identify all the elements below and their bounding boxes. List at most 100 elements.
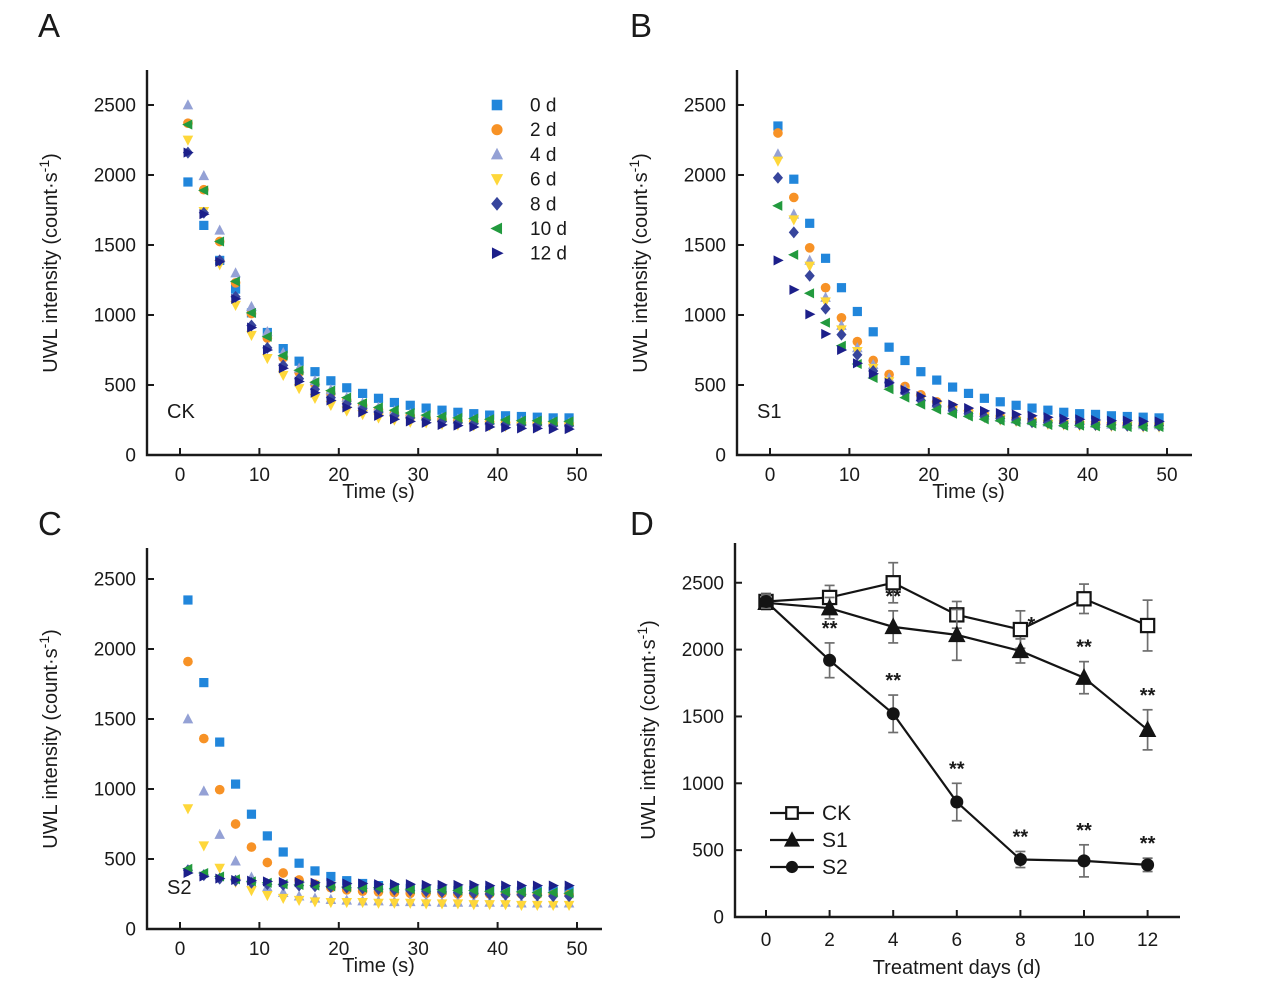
- y-tick-label: 1500: [94, 710, 136, 731]
- x-tick-label: 20: [918, 465, 939, 486]
- y-tick-label: 500: [694, 376, 726, 397]
- x-tick-label: 10: [1073, 930, 1094, 951]
- y-tick-label: 0: [713, 908, 724, 929]
- x-tick-label: 50: [1156, 465, 1177, 486]
- series-0d: [183, 177, 574, 423]
- panel-letter-b: B: [630, 7, 653, 44]
- y-tick-label: 2000: [94, 166, 136, 187]
- x-axis-title: Time (s): [342, 955, 415, 977]
- panel-inner-label: S2: [167, 877, 191, 899]
- y-tick-label: 500: [104, 850, 136, 871]
- y-axis-title: UWL intensity (count·s-1): [626, 153, 652, 373]
- y-tick-label: 1500: [682, 707, 724, 728]
- y-axis-title: UWL intensity (count·s-1): [36, 153, 62, 373]
- x-tick-label: 20: [328, 939, 349, 960]
- panel-inner-label: CK: [167, 401, 195, 423]
- significance-label: **: [822, 618, 838, 640]
- series-0d: [183, 595, 574, 896]
- series-10d: [772, 200, 1164, 433]
- series-10d: [182, 119, 574, 427]
- significance-label: **: [885, 670, 901, 692]
- series-2d: [183, 118, 574, 430]
- legend-label: 0 d: [530, 96, 556, 117]
- y-tick-label: 2500: [684, 96, 726, 117]
- series-6d: [182, 135, 575, 433]
- y-tick-label: 500: [104, 376, 136, 397]
- y-tick-label: 1000: [94, 780, 136, 801]
- significance-label: **: [1076, 820, 1092, 842]
- x-tick-label: 10: [249, 465, 270, 486]
- axes: 0 2 4 6 8 10 12 0 500 1000 1500 2000 2500: [682, 543, 1180, 951]
- legend: CK S1 S2: [770, 802, 851, 879]
- significance-label: **: [1140, 833, 1156, 855]
- y-tick-label: 1000: [94, 306, 136, 327]
- x-tick-label: 10: [839, 465, 860, 486]
- y-tick-label: 1000: [684, 306, 726, 327]
- y-tick-label: 2000: [684, 166, 726, 187]
- x-tick-label: 50: [566, 939, 587, 960]
- legend-label: 6 d: [530, 170, 556, 191]
- y-axis-title: UWL intensity (count·s-1): [36, 629, 62, 849]
- y-tick-label: 2500: [94, 96, 136, 117]
- series-S2: ** ** ** ** ** **: [759, 593, 1156, 878]
- panel-inner-label: S1: [757, 401, 781, 423]
- legend-label: S2: [822, 856, 848, 879]
- panel-letter-a: A: [38, 7, 61, 44]
- series-12d: [773, 255, 1165, 427]
- x-tick-label: 20: [328, 465, 349, 486]
- y-tick-label: 0: [125, 920, 136, 941]
- x-tick-label: 8: [1015, 930, 1026, 951]
- x-tick-label: 12: [1137, 930, 1158, 951]
- significance-label: *: [1028, 614, 1036, 636]
- x-axis-title: Time (s): [932, 481, 1005, 503]
- y-axis-title: UWL intensity (count·s-1): [634, 620, 660, 840]
- y-tick-label: 2000: [94, 640, 136, 661]
- x-tick-label: 0: [175, 465, 186, 486]
- legend-label: 2 d: [530, 120, 556, 141]
- x-tick-label: 30: [998, 465, 1019, 486]
- x-tick-label: 2: [824, 930, 835, 951]
- x-axis-title: Time (s): [342, 481, 415, 503]
- y-tick-label: 0: [715, 446, 726, 467]
- series-2d: [183, 656, 574, 900]
- series-4d: [182, 99, 575, 428]
- significance-label: **: [1076, 637, 1092, 659]
- legend-label: 10 d: [530, 219, 567, 240]
- x-tick-label: 4: [888, 930, 899, 951]
- significance-label: **: [1013, 826, 1029, 848]
- significance-label: **: [949, 758, 965, 780]
- y-tick-label: 1500: [94, 236, 136, 257]
- x-tick-label: 40: [487, 465, 508, 486]
- legend: 0 d 2 d 4 d 6 d 8 d 10 d 12 d: [490, 96, 567, 265]
- x-tick-label: 30: [408, 465, 429, 486]
- series-2d: [773, 128, 1164, 430]
- panel-letter-c: C: [38, 505, 62, 542]
- x-tick-label: 0: [765, 465, 776, 486]
- x-axis-title: Treatment days (d): [873, 957, 1041, 979]
- panel-letter-d: D: [630, 505, 654, 542]
- legend-label: 12 d: [530, 244, 567, 265]
- y-tick-label: 1000: [682, 774, 724, 795]
- series-4d: [772, 148, 1165, 430]
- legend-label: 4 d: [530, 145, 556, 166]
- series-4d: [182, 713, 575, 908]
- series-12d: [183, 867, 575, 891]
- x-tick-label: 40: [487, 939, 508, 960]
- x-tick-label: 0: [175, 939, 186, 960]
- x-tick-label: 50: [566, 465, 587, 486]
- y-tick-label: 2000: [682, 640, 724, 661]
- x-tick-label: 30: [408, 939, 429, 960]
- x-tick-label: 6: [952, 930, 963, 951]
- series-0d: [773, 121, 1164, 423]
- significance-label: **: [1140, 685, 1156, 707]
- panel-d: 0 2 4 6 8 10 12 0 500 1000 1500 2000 2500 Treatment d…: [634, 543, 1180, 979]
- series-12d: [183, 147, 575, 435]
